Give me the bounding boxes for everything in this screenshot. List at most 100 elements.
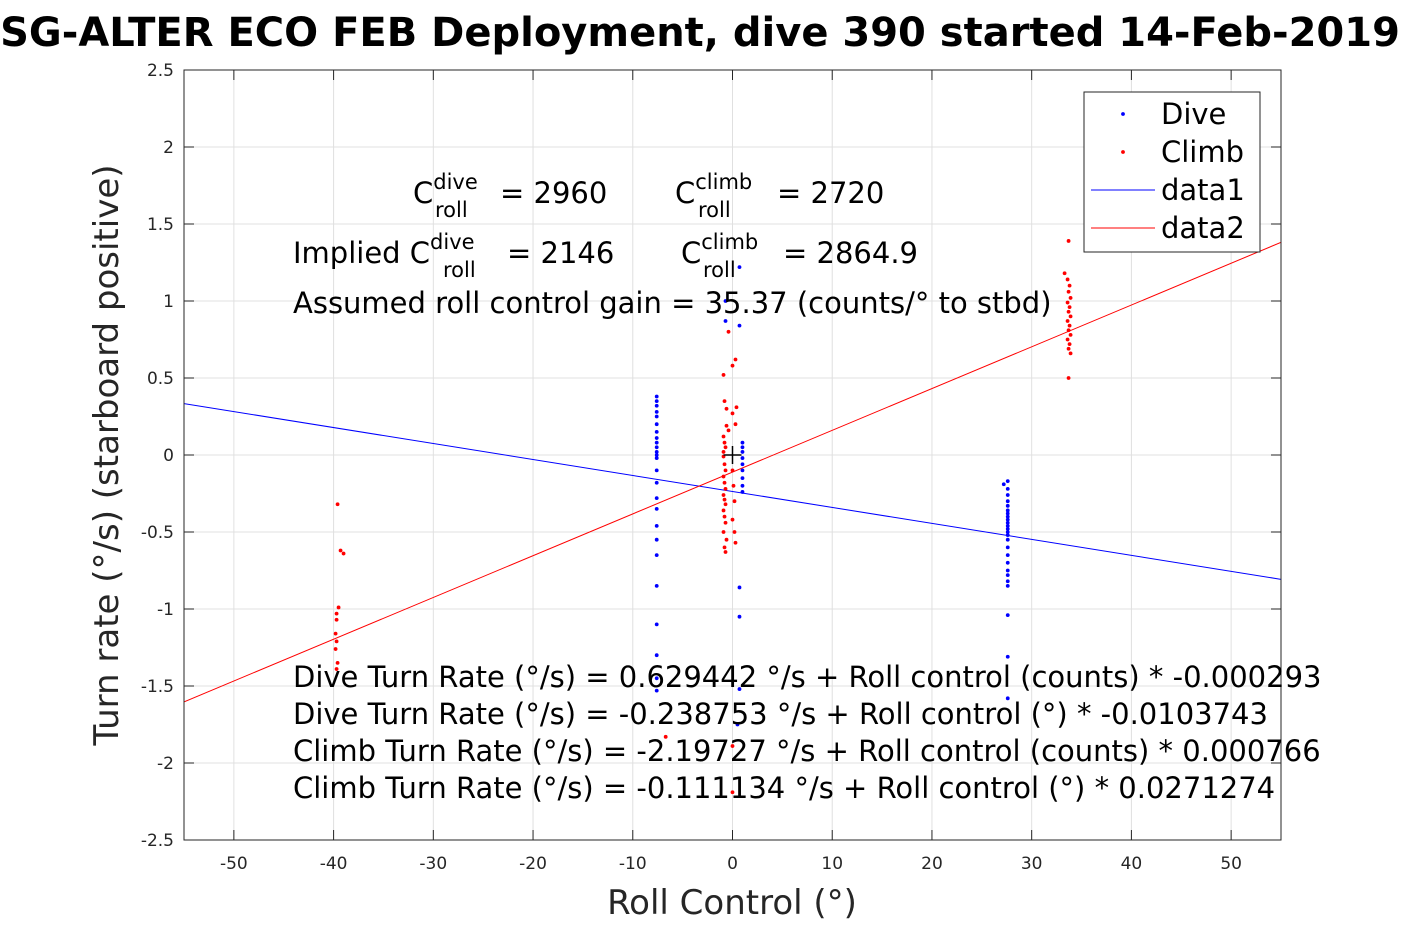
dive-point — [654, 450, 659, 454]
climb-point — [721, 434, 726, 439]
dive-point — [654, 399, 659, 403]
climb-point — [1066, 239, 1071, 243]
coefficient-annotations: Cdive roll = 2960 Cclimb roll = 2720 Implied… — [293, 170, 1052, 320]
climb-point — [723, 468, 728, 473]
y-tick-label: 2 — [163, 138, 174, 158]
fit-equation-climb-counts: Climb Turn Rate (°/s) = -2.19727 °/s + R… — [293, 734, 1321, 768]
implied-c-roll-dive: Implied Cdive roll = 2146 — [293, 230, 614, 282]
dive-point — [723, 299, 728, 303]
climb-point — [721, 530, 726, 534]
dive-point — [740, 456, 745, 460]
y-tick-label: 1.5 — [147, 215, 174, 235]
legend-label-dive: Dive — [1161, 97, 1226, 131]
x-tick-labels: -50 -40 -30 -20 -10 0 10 20 30 40 50 — [220, 854, 1242, 874]
y-tick-label: -0.5 — [141, 523, 174, 543]
implied-c-roll-climb: Cclimb roll = 2864.9 — [681, 230, 918, 282]
climb-point — [1068, 351, 1073, 356]
x-tick-label: -40 — [320, 854, 348, 874]
y-tick-label: 1 — [163, 292, 174, 312]
climb-point — [726, 428, 731, 433]
x-tick-label: -50 — [220, 854, 248, 874]
dive-point — [740, 445, 745, 450]
dive-point — [654, 445, 659, 450]
x-tick-label: -10 — [619, 854, 647, 874]
climb-point — [1066, 346, 1071, 351]
climb-point — [333, 631, 338, 636]
dive-point — [1005, 530, 1010, 534]
climb-point — [334, 617, 339, 622]
climb-point — [334, 611, 339, 616]
dive-point — [654, 440, 659, 445]
dive-point — [1005, 553, 1010, 557]
dive-point — [1005, 486, 1010, 491]
climb-point — [336, 605, 341, 610]
dive-point — [654, 394, 659, 399]
climb-point — [722, 545, 727, 550]
climb-point — [1068, 332, 1073, 337]
climb-point — [722, 462, 727, 467]
x-tick-label: 20 — [921, 854, 943, 874]
climb-point — [1067, 342, 1072, 347]
dive-point — [654, 622, 659, 627]
climb-point — [723, 502, 728, 507]
legend: Dive Climb data1 data2 — [1083, 91, 1261, 253]
dive-point — [1005, 696, 1010, 701]
climb-point — [734, 405, 739, 410]
dive-point — [1005, 511, 1010, 516]
dive-point — [735, 722, 740, 727]
climb-point — [1067, 323, 1072, 328]
dive-point — [654, 414, 659, 419]
dive-point — [1005, 560, 1010, 565]
climb-point — [731, 483, 736, 488]
x-tick-label: -20 — [519, 854, 547, 874]
climb-point — [723, 445, 728, 450]
climb-point — [730, 744, 735, 748]
data-markers — [333, 239, 1073, 795]
dive-point — [1005, 613, 1010, 618]
climb-point — [730, 517, 735, 522]
dive-point — [1005, 573, 1010, 578]
climb-point — [1066, 328, 1071, 333]
dive-point — [1005, 508, 1010, 513]
dive-point — [737, 265, 742, 270]
dive-point — [1001, 482, 1006, 487]
climb-point — [1066, 309, 1071, 314]
chart-title: SG-ALTER ECO FEB Deployment, dive 390 st… — [0, 10, 1400, 56]
dive-point — [654, 468, 659, 473]
dive-point — [1005, 517, 1010, 522]
climb-point — [722, 514, 727, 519]
climb-point — [730, 411, 735, 416]
climb-point — [723, 550, 728, 554]
dive-point — [1005, 654, 1010, 659]
dive-point — [1005, 533, 1010, 537]
climb-point — [341, 551, 346, 556]
dive-point — [654, 676, 659, 681]
legend-swatch-climb — [1121, 150, 1125, 154]
dive-point — [654, 422, 659, 427]
climb-point — [1065, 300, 1070, 305]
dive-point — [654, 537, 659, 542]
climb-point — [722, 497, 727, 502]
dive-point — [1005, 493, 1010, 497]
climb-point — [722, 399, 727, 403]
dive-point — [654, 456, 659, 460]
x-tick-label: 10 — [821, 854, 843, 874]
dive-point — [654, 496, 659, 501]
dive-point — [654, 430, 659, 434]
dive-point — [723, 319, 728, 323]
climb-point — [333, 647, 338, 651]
climb-point — [733, 422, 738, 427]
climb-point — [721, 474, 726, 479]
legend-label-climb: Climb — [1161, 135, 1244, 169]
roll-gain-annotation: Assumed roll control gain = 35.37 (count… — [293, 286, 1052, 320]
dive-point — [654, 507, 659, 511]
dive-point — [1005, 520, 1010, 525]
fit-equations: Dive Turn Rate (°/s) = 0.629442 °/s + Ro… — [293, 660, 1321, 805]
legend-box — [1083, 91, 1261, 253]
dive-point — [654, 523, 659, 528]
climb-point — [1065, 277, 1070, 282]
y-tick-label: -1 — [157, 600, 174, 620]
dive-point — [654, 688, 659, 693]
climb-point — [721, 508, 726, 513]
dive-point — [1005, 584, 1010, 588]
